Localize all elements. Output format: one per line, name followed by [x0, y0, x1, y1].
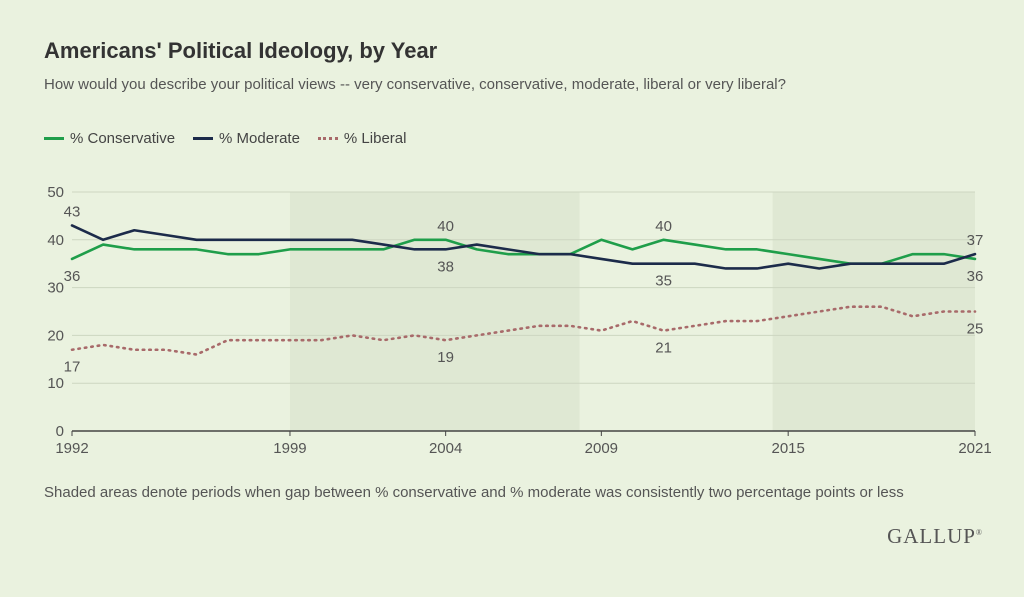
gallup-logo: GALLUP® — [887, 524, 982, 549]
legend-item-moderate: % Moderate — [193, 130, 300, 147]
x-tick-label-1992: 1992 — [55, 440, 88, 457]
data-label: 38 — [437, 258, 454, 275]
chart-legend: % Conservative % Moderate % Liberal — [44, 130, 406, 147]
chart-title: Americans' Political Ideology, by Year — [44, 38, 438, 63]
legend-swatch-conservative — [44, 137, 64, 140]
legend-item-liberal: % Liberal — [317, 130, 407, 147]
x-tick-label-2009: 2009 — [585, 440, 618, 457]
x-tick-label-1999: 1999 — [273, 440, 306, 457]
line-chart: 0 10 20 30 40 50 1992 1999 2004 2009 2015 2021 43 36 1… — [47, 184, 991, 457]
data-label: 43 — [64, 203, 81, 220]
shaded-period-1 — [289, 192, 580, 431]
legend-label-conservative: % Conservative — [70, 130, 176, 147]
data-label: 36 — [967, 268, 984, 285]
y-tick-label-10: 10 — [47, 375, 64, 392]
data-label: 35 — [655, 273, 672, 290]
chart-subtitle: How would you describe your political vi… — [44, 76, 786, 93]
data-label: 17 — [64, 359, 81, 376]
data-label: 40 — [437, 218, 454, 235]
y-tick-label-0: 0 — [56, 423, 64, 440]
registered-mark: ® — [975, 528, 982, 537]
data-label: 21 — [655, 340, 672, 357]
y-tick-label-20: 20 — [47, 327, 64, 344]
data-label: 36 — [64, 268, 81, 285]
legend-item-conservative: % Conservative — [44, 130, 175, 147]
data-label: 19 — [437, 349, 454, 366]
chart-footnote: Shaded areas denote periods when gap bet… — [44, 484, 904, 501]
x-tick-label-2021: 2021 — [958, 440, 991, 457]
line-conservative — [70, 238, 977, 265]
y-tick-label-50: 50 — [47, 184, 64, 201]
x-tick-label-2015: 2015 — [771, 440, 804, 457]
y-tick-label-40: 40 — [47, 232, 64, 249]
line-moderate — [70, 224, 977, 270]
data-label: 37 — [967, 232, 984, 249]
legend-swatch-moderate — [193, 137, 214, 140]
legend-label-liberal: % Liberal — [343, 130, 407, 147]
y-tick-label-30: 30 — [47, 280, 64, 297]
gallup-logo-text: GALLUP — [887, 524, 976, 548]
data-label: 25 — [967, 321, 984, 338]
legend-label-moderate: % Moderate — [219, 130, 300, 147]
data-label: 40 — [655, 218, 672, 235]
legend-swatch-liberal — [317, 137, 338, 140]
x-tick-label-2004: 2004 — [429, 440, 462, 457]
